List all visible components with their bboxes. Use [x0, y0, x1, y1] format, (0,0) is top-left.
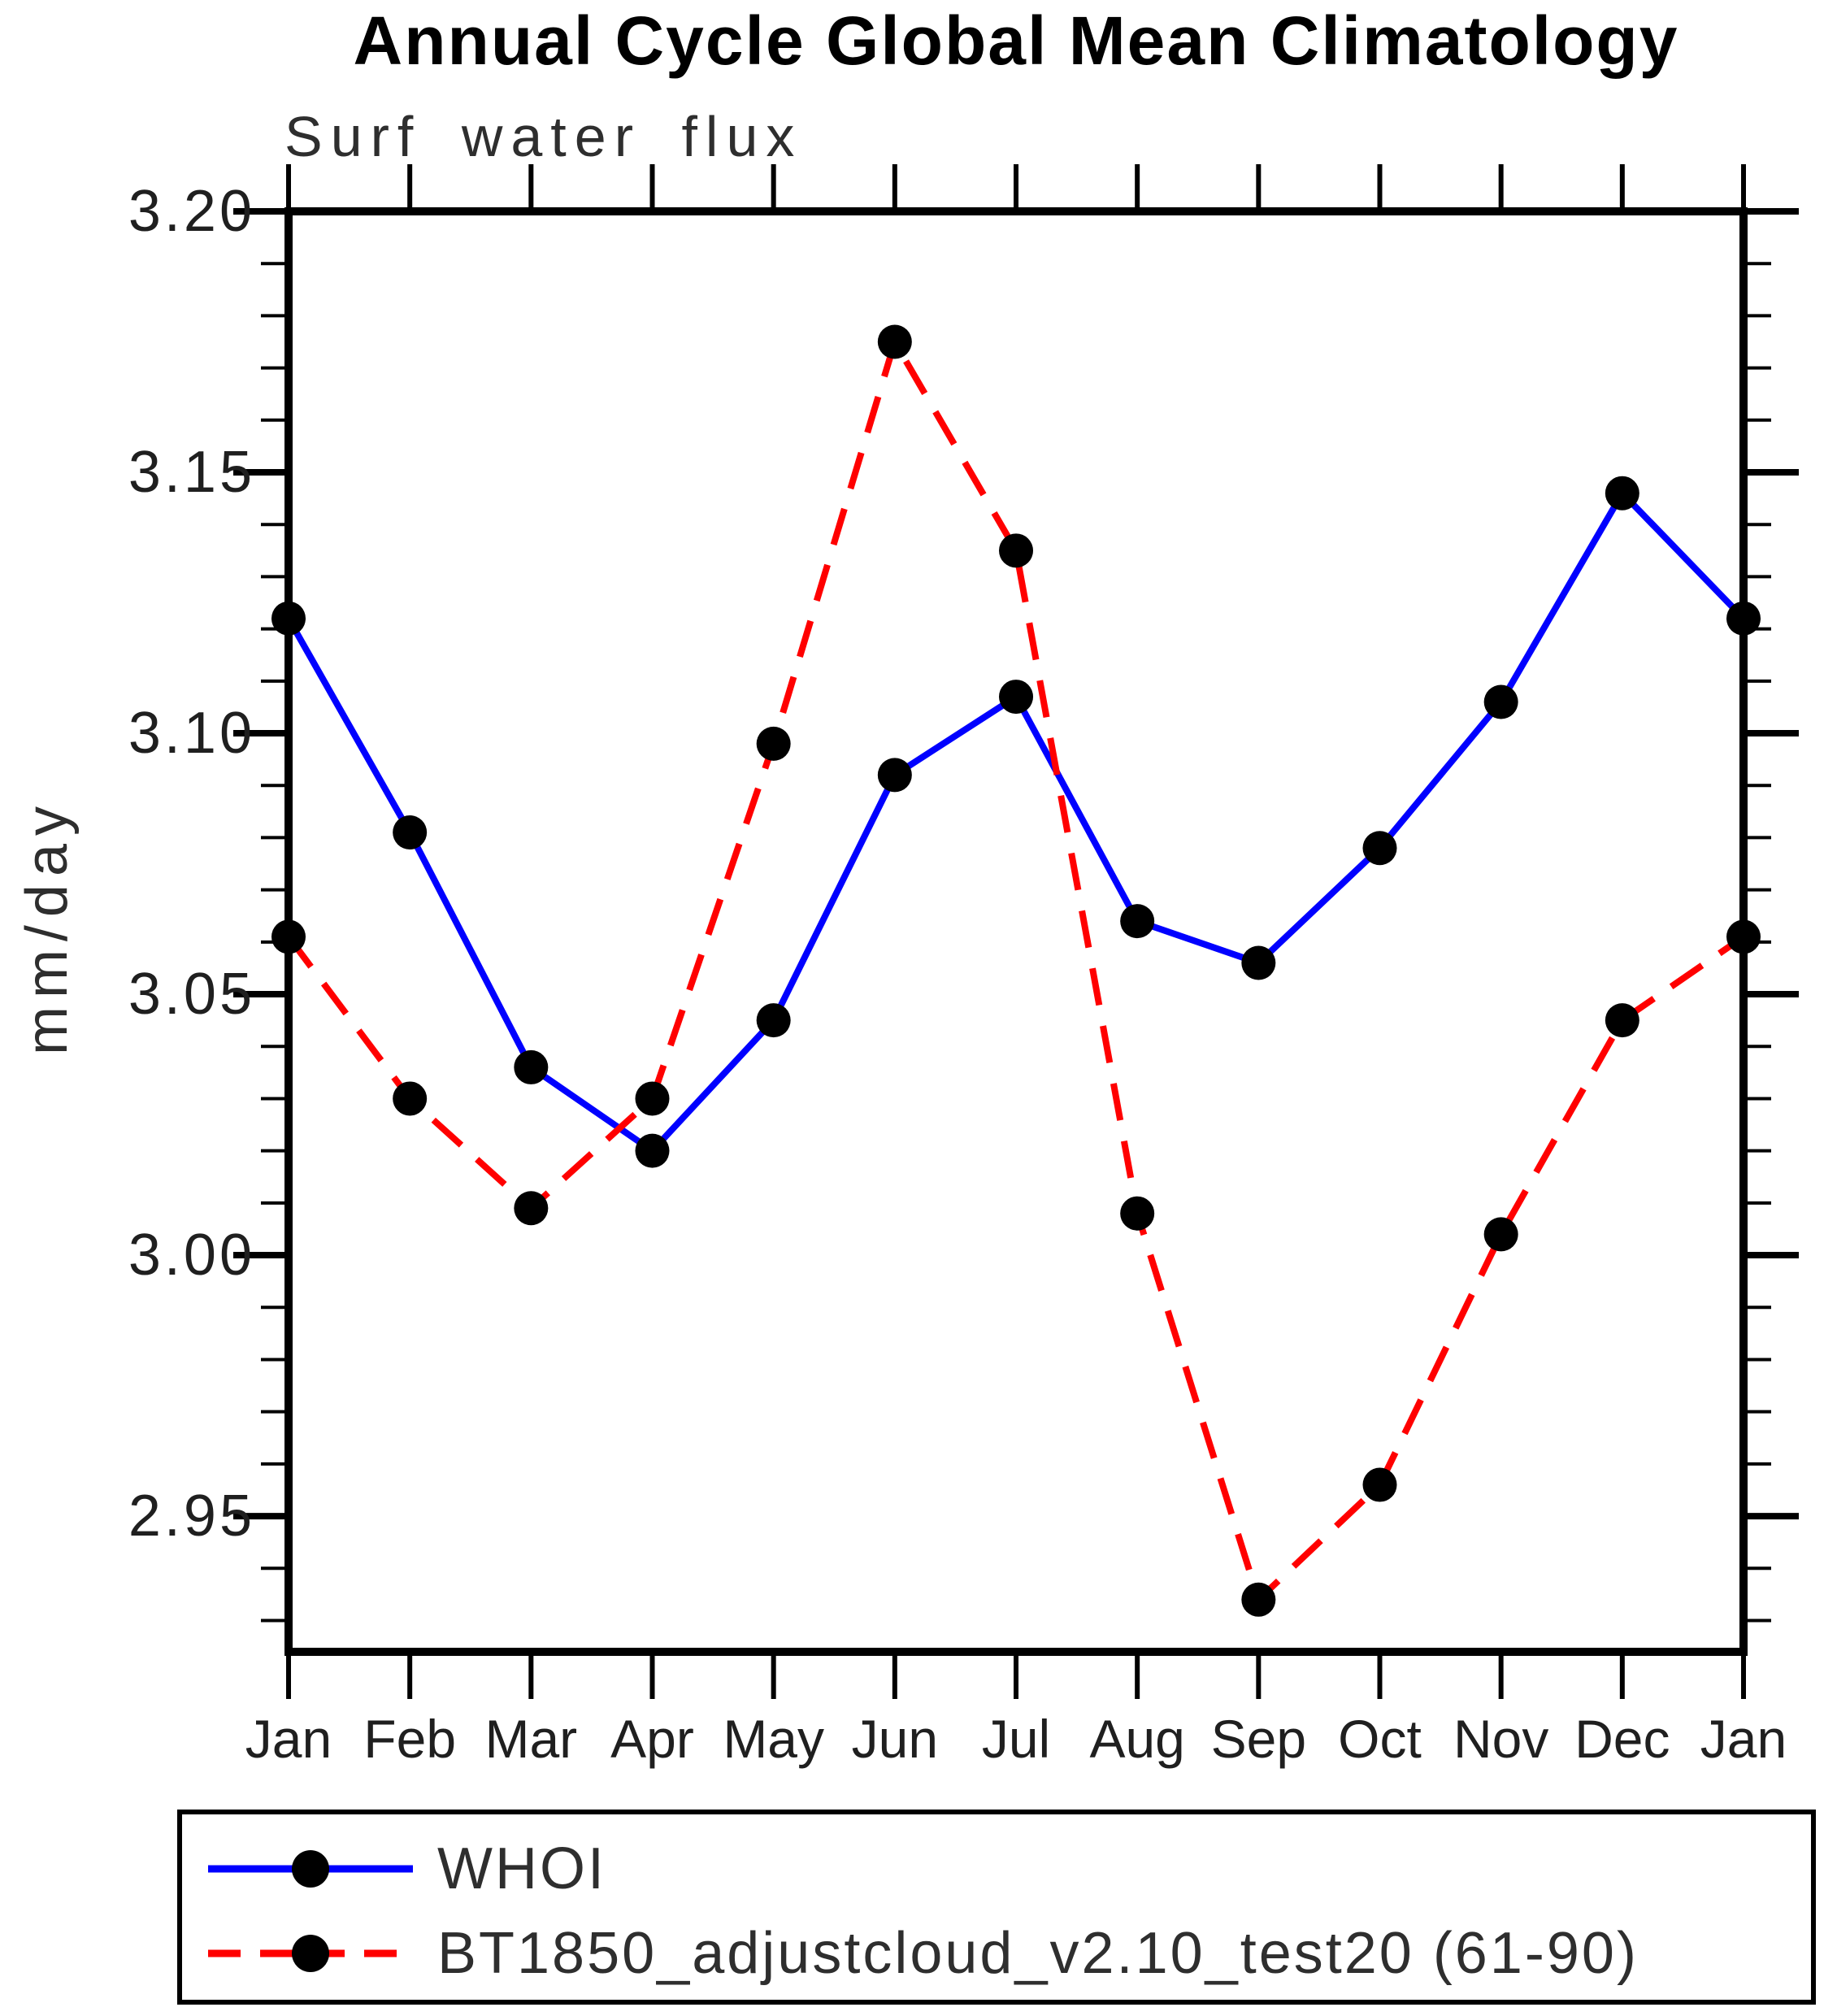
data-point-marker: [1483, 1217, 1518, 1252]
data-point-marker: [635, 1133, 670, 1168]
data-point-marker: [1726, 919, 1761, 954]
x-tick-label: May: [723, 1709, 824, 1769]
legend-sample-0: [208, 1850, 413, 1888]
legend-box: WHOI BT1850_adjustcloud_v2.10_test20 (61…: [177, 1810, 1816, 2005]
data-point-marker: [756, 1003, 791, 1038]
y-tick-label: 3.05: [128, 962, 255, 1027]
data-point-marker: [271, 601, 306, 636]
y-tick-label: 3.15: [128, 440, 255, 505]
data-point-marker: [877, 758, 912, 793]
data-point-marker: [1362, 831, 1397, 866]
y-tick-label: 3.00: [128, 1223, 255, 1288]
chart-title: Annual Cycle Global Mean Climatology: [353, 2, 1679, 79]
legend-marker-icon: [292, 1850, 329, 1888]
x-tick-label: Sep: [1211, 1709, 1306, 1769]
legend-sample-1: [208, 1935, 413, 1972]
data-point-marker: [1605, 476, 1639, 511]
x-tick-label: Apr: [610, 1709, 694, 1769]
legend-item-bt1850: BT1850_adjustcloud_v2.10_test20 (61-90): [205, 1921, 1639, 1986]
x-tick-label: Mar: [484, 1709, 577, 1769]
data-point-marker: [1241, 1582, 1276, 1617]
x-tick-label: Jun: [852, 1709, 938, 1769]
data-point-marker: [393, 1081, 428, 1116]
data-point-marker: [999, 533, 1033, 568]
data-point-marker: [1120, 1196, 1155, 1231]
data-point-marker: [756, 726, 791, 761]
data-point-marker: [1483, 684, 1518, 719]
x-tick-label: Oct: [1338, 1709, 1422, 1769]
data-point-marker: [1120, 904, 1155, 939]
legend-marker-icon: [292, 1935, 329, 1972]
series-line-whoi: [285, 488, 1746, 1155]
y-tick-label: 3.10: [128, 701, 255, 766]
data-point-marker: [1241, 945, 1276, 980]
data-point-marker: [1726, 601, 1761, 636]
x-tick-label: Nov: [1453, 1709, 1548, 1769]
data-point-marker: [1362, 1467, 1397, 1502]
data-point-marker: [877, 324, 912, 359]
x-tick-label: Jan: [1700, 1709, 1787, 1769]
legend-label-1: BT1850_adjustcloud_v2.10_test20 (61-90): [437, 1921, 1639, 1986]
y-tick-label: 2.95: [128, 1484, 255, 1549]
x-tick-label: Jan: [245, 1709, 332, 1769]
data-point-marker: [635, 1081, 670, 1116]
plot-frame: [284, 207, 1748, 1656]
chart-subtitle: Surf water flux: [284, 105, 803, 168]
data-point-marker: [514, 1191, 549, 1226]
data-point-marker: [999, 680, 1033, 715]
x-tick-label: Feb: [363, 1709, 456, 1769]
y-tick-label: 3.20: [128, 179, 255, 244]
data-point-marker: [514, 1049, 549, 1084]
legend-label-0: WHOI: [437, 1836, 606, 1901]
data-point-marker: [393, 815, 428, 850]
series-line-bt1850-adjustcloud-v2-10-test20-61-90-: [285, 333, 1746, 1606]
x-tick-label: Dec: [1574, 1709, 1670, 1769]
data-point-marker: [1605, 1003, 1639, 1038]
data-point-marker: [271, 919, 306, 954]
x-tick-label: Jul: [982, 1709, 1050, 1769]
legend-item-whoi: WHOI: [205, 1836, 606, 1901]
x-tick-label: Aug: [1089, 1709, 1184, 1769]
